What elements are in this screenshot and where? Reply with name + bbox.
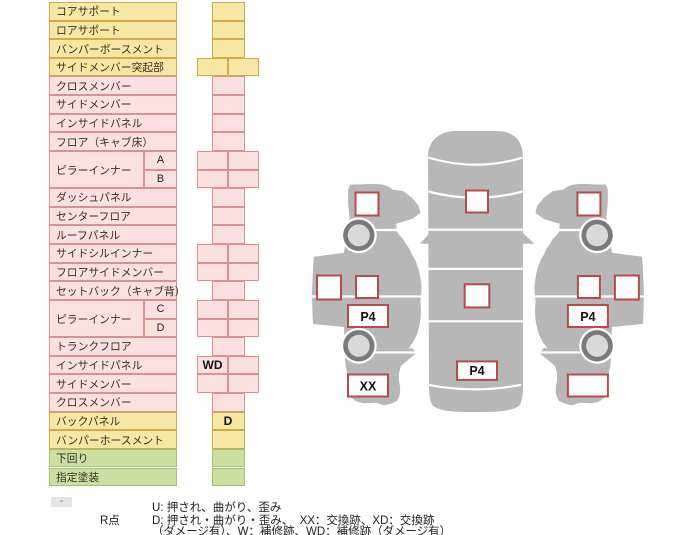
svg-text:P4: P4: [469, 364, 484, 378]
svg-text:P4: P4: [580, 310, 595, 324]
svg-text:P4: P4: [360, 310, 375, 324]
svg-text:XX: XX: [360, 380, 377, 394]
